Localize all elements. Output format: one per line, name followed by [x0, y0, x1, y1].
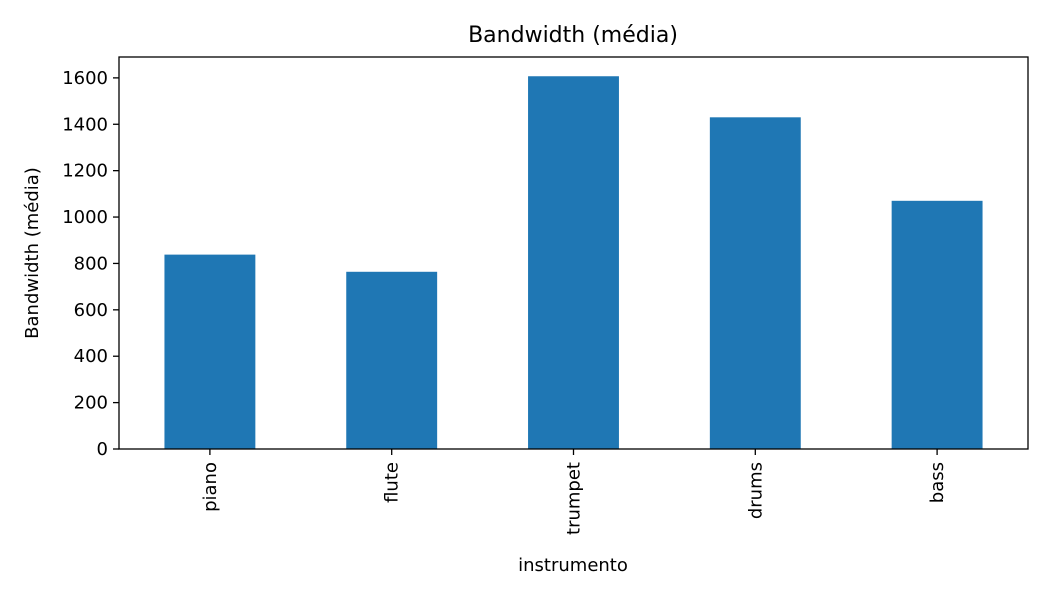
x-axis-label: instrumento	[518, 555, 628, 576]
y-tick-label: 200	[74, 393, 108, 414]
bar-trumpet	[528, 76, 619, 449]
x-tick-label-drums: drums	[745, 462, 766, 519]
y-tick-label: 800	[74, 253, 108, 274]
y-axis-label: Bandwidth (média)	[22, 167, 43, 339]
bar-piano	[164, 254, 256, 449]
y-tick-label: 600	[74, 300, 108, 321]
x-tick-label-trumpet: trumpet	[564, 462, 585, 535]
y-tick-label: 1400	[62, 114, 108, 135]
y-tick-label: 1200	[62, 161, 108, 182]
y-tick-label: 400	[74, 346, 108, 367]
bar-drums	[709, 117, 801, 449]
y-tick-label: 1600	[62, 68, 108, 89]
x-axis-ticks: piano flute trumpet drums bass	[200, 449, 948, 535]
y-tick-label: 0	[97, 439, 108, 460]
x-tick-label-bass: bass	[927, 462, 948, 503]
chart-title: Bandwidth (média)	[468, 23, 678, 48]
bar-flute	[346, 271, 438, 449]
y-axis-ticks: 0 200 400 600 800 1000 1200 1400 1600	[62, 68, 119, 460]
x-tick-label-flute: flute	[382, 462, 403, 503]
y-tick-label: 1000	[62, 207, 108, 228]
bar-bass	[891, 200, 983, 449]
bars	[164, 76, 983, 449]
plot-area-frame	[118, 56, 1029, 450]
x-tick-label-piano: piano	[200, 462, 221, 512]
